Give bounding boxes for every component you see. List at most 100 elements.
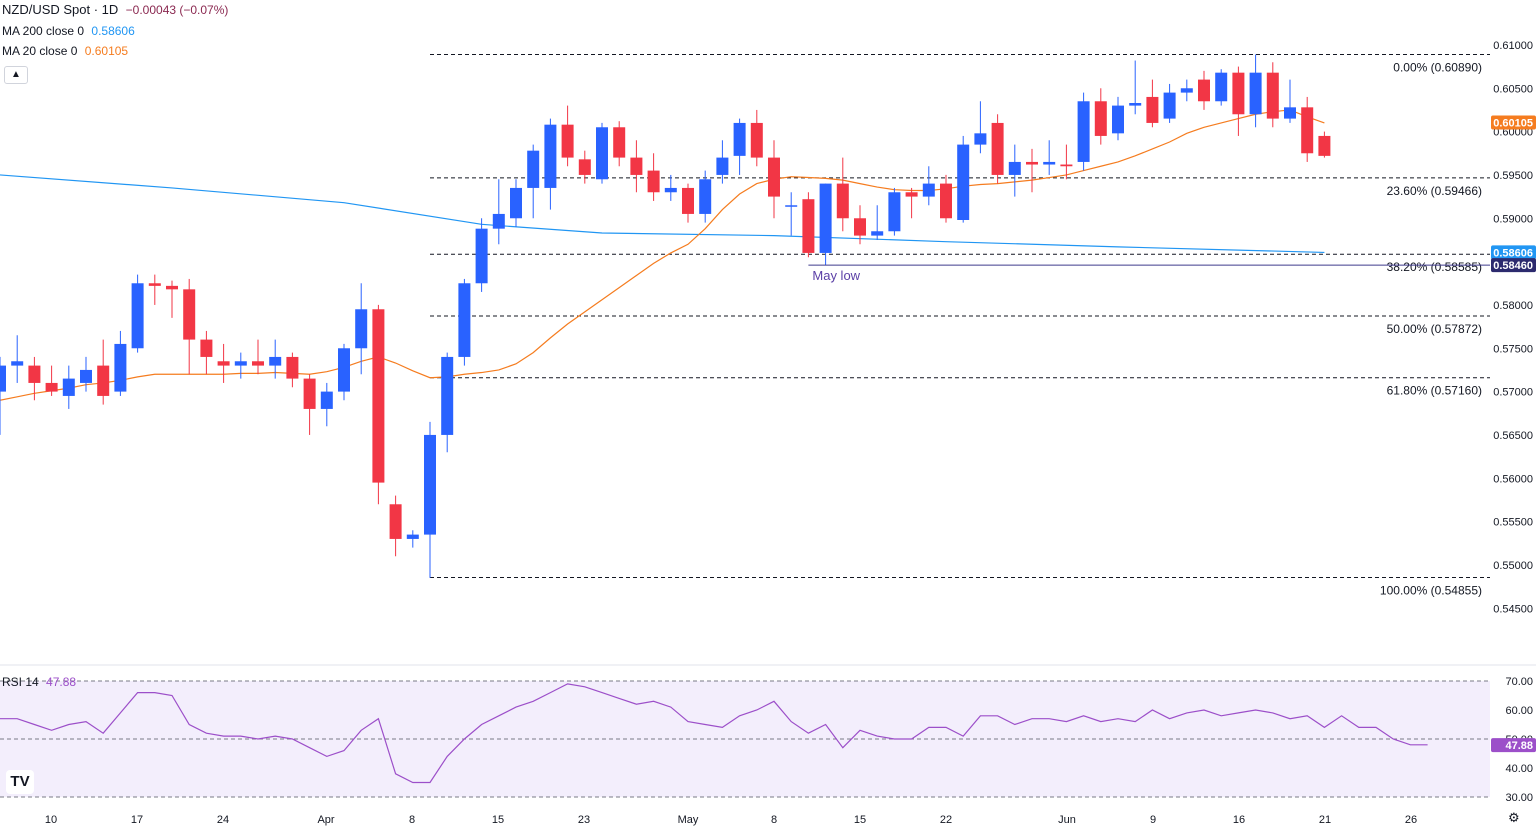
bearish-candle: [1060, 144, 1073, 180]
candle-body: [62, 378, 75, 396]
symbol-title[interactable]: NZD/USD Spot · 1D: [2, 2, 119, 17]
price-tag-label: 0.60105: [1493, 118, 1533, 130]
candle-body: [217, 361, 230, 366]
bearish-candle: [578, 150, 591, 184]
candle-body: [768, 157, 780, 197]
rsi-line: [0, 683, 1428, 784]
bearish-candle: [768, 140, 780, 219]
candle-body: [200, 339, 213, 357]
rsi-label: RSI 14: [2, 675, 39, 689]
candle-body: [544, 124, 557, 188]
candle-body: [1112, 105, 1124, 134]
ma200-legend[interactable]: MA 200 close 0 0.58606: [2, 23, 135, 39]
bullish-candle: [664, 174, 677, 201]
bullish-candle: [320, 382, 333, 427]
candle-body: [1094, 101, 1107, 136]
time-tick: May: [678, 814, 699, 826]
bearish-candle: [1301, 96, 1314, 162]
candle-body: [1060, 164, 1073, 167]
candle-body: [97, 365, 110, 396]
bullish-candle: [492, 179, 505, 245]
tradingview-logo[interactable]: TV: [6, 770, 34, 794]
bullish-candle: [596, 122, 608, 184]
candle-body: [785, 205, 798, 207]
ma20-legend[interactable]: MA 20 close 0 0.60105: [2, 43, 128, 59]
candle-body: [11, 361, 24, 366]
price-tick: 0.57000: [1493, 387, 1533, 399]
candle-body: [148, 283, 161, 286]
candle-body: [303, 378, 316, 409]
rsi-value: 47.88: [46, 675, 77, 689]
bearish-candle: [1266, 62, 1279, 128]
ma20-label: MA 20 close 0: [2, 44, 78, 58]
bearish-candle: [372, 304, 385, 505]
price-change: −0.00043 (−0.07%): [125, 3, 229, 17]
time-tick: 9: [1150, 814, 1156, 826]
bullish-candle: [1180, 79, 1193, 102]
bullish-candle: [544, 118, 557, 210]
fib-label: 23.60% (0.59466): [1387, 184, 1482, 198]
bullish-candle: [974, 101, 987, 154]
price-axis[interactable]: 0.610000.605000.600000.595000.590000.585…: [1493, 40, 1533, 615]
candle-body: [699, 179, 712, 214]
candle-body: [905, 192, 918, 197]
bullish-candle: [131, 274, 144, 353]
candle-body: [1284, 107, 1296, 119]
fib-label: 100.00% (0.54855): [1380, 584, 1482, 598]
candle-body: [1266, 72, 1279, 119]
price-tag-label: 0.58606: [1493, 247, 1533, 259]
candle-body: [1163, 92, 1176, 119]
time-tick: 16: [1233, 814, 1245, 826]
price-tag-label: 0.58460: [1493, 260, 1533, 272]
bullish-candle: [80, 356, 92, 392]
bullish-candle: [355, 283, 368, 375]
ma20-value: 0.60105: [84, 44, 129, 58]
bullish-candle: [1215, 69, 1228, 106]
candle-body: [991, 122, 1004, 175]
candle-body: [578, 159, 591, 175]
bullish-candle: [234, 352, 247, 379]
candle-body: [355, 309, 368, 349]
bearish-candle: [836, 157, 849, 232]
candle-body: [1043, 161, 1056, 165]
ma200-line: [0, 174, 1325, 254]
gear-icon[interactable]: ⚙: [1508, 810, 1520, 825]
bullish-candle: [1129, 60, 1142, 115]
bearish-candle: [802, 192, 815, 258]
time-tick: 24: [217, 814, 229, 826]
bullish-candle: [733, 118, 746, 175]
bearish-candle: [1232, 66, 1245, 136]
rsi-tick: 70.00: [1505, 676, 1533, 688]
time-tick: Jun: [1058, 814, 1076, 826]
candle-body: [613, 127, 626, 158]
chevron-up-icon[interactable]: ▲: [4, 66, 28, 84]
candle-body: [131, 283, 144, 349]
ma20-line: [0, 109, 1325, 401]
ma200-value: 0.58606: [91, 24, 135, 38]
bullish-candle: [699, 170, 712, 223]
price-tick: 0.54500: [1493, 603, 1533, 615]
price-tick: 0.61000: [1493, 40, 1533, 52]
bearish-candle: [183, 278, 196, 375]
fib-label: 38.20% (0.58585): [1387, 260, 1482, 274]
bearish-candle: [286, 352, 299, 388]
candle-body: [1146, 96, 1159, 123]
bullish-candle: [441, 352, 454, 453]
price-tick: 0.59500: [1493, 170, 1533, 182]
candle-body: [561, 124, 574, 158]
bullish-candle: [922, 166, 935, 206]
time-tick: 17: [131, 814, 143, 826]
bearish-candle: [1318, 131, 1331, 158]
price-tick: 0.56500: [1493, 430, 1533, 442]
rsi-legend[interactable]: RSI 14 47.88: [2, 674, 76, 690]
time-tick: 15: [492, 814, 504, 826]
bullish-candle: [62, 365, 75, 409]
may-low-annotation: May low: [808, 264, 1490, 283]
bearish-candle: [647, 153, 660, 201]
bullish-candle: [510, 179, 522, 227]
bullish-candle: [1008, 144, 1021, 197]
candle-body: [974, 133, 987, 145]
time-axis[interactable]: 10 17 24 Apr 8 15 23 May 8 15 22 Jun 9 16 21 26: [45, 814, 1417, 826]
